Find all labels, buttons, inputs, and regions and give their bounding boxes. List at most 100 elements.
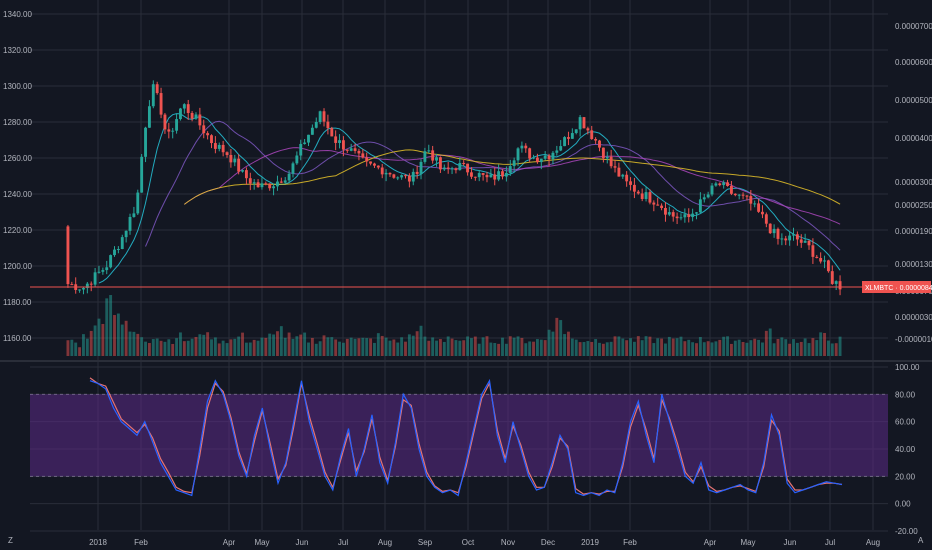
volume-bar <box>729 343 733 356</box>
volume-bar <box>598 342 601 356</box>
left-axis-label: 1280.00 <box>3 118 32 127</box>
volume-bar <box>485 336 489 356</box>
volume-bar <box>349 337 353 356</box>
left-axis-label: 1300.00 <box>3 82 32 91</box>
price-tag: XLMBTC · 0.00000843 <box>862 281 932 293</box>
candle-body <box>97 271 101 273</box>
volume-bar <box>792 339 795 356</box>
volume-bar <box>217 343 221 356</box>
candle-body <box>120 237 124 250</box>
candle-body <box>772 228 776 234</box>
volume-bar <box>567 331 570 356</box>
candle-body <box>113 249 116 256</box>
candle-body <box>101 270 105 272</box>
volume-bar <box>508 336 512 356</box>
candle-body <box>82 287 85 290</box>
candle-body <box>287 173 291 181</box>
volume-bar <box>780 337 784 356</box>
volume-bar <box>450 338 454 356</box>
volume-bar <box>330 337 334 356</box>
candle-body <box>632 184 636 192</box>
candle-body <box>675 216 679 219</box>
stochastic-k-line <box>89 378 843 497</box>
candle-body <box>221 144 225 153</box>
candle-body <box>741 194 745 196</box>
auto-scale-icon[interactable]: A <box>918 536 924 545</box>
candle-body <box>151 84 155 107</box>
candle-body <box>462 162 466 164</box>
candle-body <box>373 163 376 166</box>
candle-body <box>601 147 605 159</box>
volume-bar <box>194 337 198 356</box>
candle-body <box>803 240 807 243</box>
price-candles <box>66 80 842 296</box>
candle-body <box>667 212 671 215</box>
volume-bar <box>524 343 528 356</box>
candle-body <box>206 133 210 136</box>
time-axis-label: Aug <box>378 538 392 547</box>
time-axis-label: Jul <box>338 538 348 547</box>
candle-body <box>458 162 462 171</box>
volume-bar <box>644 336 648 356</box>
volume-bar <box>656 338 660 356</box>
candle-body <box>698 199 702 213</box>
volume-bar <box>539 339 543 356</box>
volume-bar <box>369 338 373 356</box>
candle-body <box>454 168 458 171</box>
volume-bar <box>190 338 194 356</box>
candle-body <box>683 214 687 218</box>
left-price-axis[interactable]: 1340.00 1320.00 1300.00 1280.00 1260.00 1240.… <box>3 10 32 343</box>
candle-body <box>757 203 761 212</box>
volume-bar <box>361 337 365 356</box>
volume-bar <box>702 342 706 356</box>
time-axis-label: Feb <box>134 538 148 547</box>
candle-body <box>407 175 411 182</box>
volume-bar <box>322 335 326 356</box>
candle-body <box>578 117 582 130</box>
volume-bar <box>210 339 213 356</box>
candle-body <box>691 213 695 218</box>
candle-body <box>175 119 179 131</box>
candle-body <box>594 139 598 141</box>
candle-body <box>229 154 233 163</box>
oscillator-axis[interactable]: 100.00 80.00 60.00 40.00 20.00 0.00 -20.00 <box>895 363 920 536</box>
candle-body <box>171 130 175 132</box>
volume-bar <box>570 338 574 356</box>
candle-body <box>726 182 729 186</box>
volume-bar <box>582 342 586 356</box>
candle-body <box>776 228 780 239</box>
volume-bar <box>648 336 652 356</box>
left-axis-label: 1240.00 <box>3 190 32 199</box>
candle-body <box>501 171 504 177</box>
candle-body <box>431 150 435 161</box>
volume-bar <box>109 295 113 356</box>
volume-bar <box>307 342 310 356</box>
candle-body <box>291 163 295 174</box>
candle-body <box>621 174 625 177</box>
volume-bar <box>167 339 171 356</box>
z-icon[interactable]: Z <box>8 536 13 545</box>
volume-bar <box>675 338 679 356</box>
candle-body <box>85 283 89 288</box>
volume-bar <box>679 336 683 356</box>
candle-body <box>520 145 524 149</box>
candle-body <box>737 194 741 196</box>
volume-bar <box>116 313 120 356</box>
time-axis-label: 2019 <box>581 538 599 547</box>
volume-bar <box>493 343 497 356</box>
time-axis[interactable]: 2018 Feb Apr May Jun Jul Aug Sep Oct Nov Dec 2019 Fe… <box>89 538 880 547</box>
candle-body <box>749 196 753 204</box>
candle-body <box>617 167 621 177</box>
candle-body <box>753 203 757 205</box>
candle-body <box>198 114 202 126</box>
left-axis-label: 1320.00 <box>3 46 32 55</box>
candle-body <box>788 235 792 241</box>
volume-bar <box>198 334 202 356</box>
left-axis-label: 1260.00 <box>3 154 32 163</box>
volume-bar <box>435 340 438 356</box>
candle-body <box>167 129 171 132</box>
volume-bar <box>163 341 167 356</box>
